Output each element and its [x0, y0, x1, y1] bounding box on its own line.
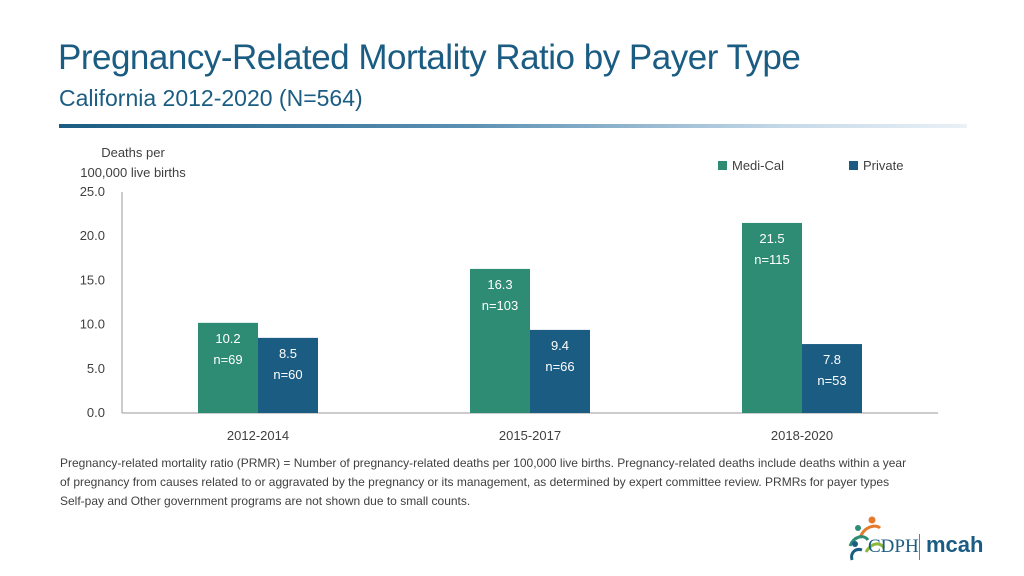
bar-medi-cal-2018-2020 — [742, 222, 802, 413]
x-tick-label: 2012-2014 — [227, 428, 289, 443]
logo-cdph-text: CDPH — [868, 536, 919, 557]
y-tick-label: 5.0 — [87, 361, 105, 376]
x-tick-label: 2015-2017 — [499, 428, 561, 443]
bar-private-2018-2020 — [802, 344, 862, 413]
data-label-count: n=66 — [545, 359, 574, 374]
data-label-value: 7.8 — [823, 352, 841, 367]
y-tick-label: 25.0 — [80, 184, 105, 199]
legend-swatch-1 — [849, 161, 858, 170]
y-axis-title-line-0: Deaths per — [101, 145, 165, 160]
data-label-count: n=60 — [273, 367, 302, 382]
page-subtitle: California 2012-2020 (N=564) — [59, 85, 363, 111]
data-label-value: 16.3 — [487, 277, 512, 292]
legend-label-1: Private — [863, 158, 903, 173]
cdph-mcah-logo: CDPH mcah — [846, 512, 986, 562]
title-divider — [59, 124, 967, 128]
data-label-value: 9.4 — [551, 338, 569, 353]
data-label-value: 21.5 — [759, 231, 784, 246]
data-label-value: 10.2 — [215, 331, 240, 346]
family-figures-icon — [848, 516, 886, 561]
bar-private-2015-2017 — [530, 329, 590, 413]
logo-mcah-text: mcah — [926, 532, 984, 557]
y-axis-title-line-1: 100,000 live births — [80, 165, 186, 180]
y-tick-label: 20.0 — [80, 228, 105, 243]
footnote: Pregnancy-related mortality ratio (PRMR)… — [60, 456, 907, 508]
data-label-count: n=103 — [482, 298, 519, 313]
data-label-value: 8.5 — [279, 346, 297, 361]
bar-private-2012-2014 — [258, 337, 318, 413]
y-tick-label: 15.0 — [80, 272, 105, 287]
legend-label-0: Medi-Cal — [732, 158, 784, 173]
data-label-count: n=53 — [817, 373, 846, 388]
data-label-count: n=115 — [754, 252, 790, 267]
x-tick-label: 2018-2020 — [771, 428, 833, 443]
page-title: Pregnancy-Related Mortality Ratio by Pay… — [58, 38, 801, 77]
data-label-count: n=69 — [213, 352, 242, 367]
bar-medi-cal-2015-2017 — [470, 268, 530, 413]
bar-chart: Deaths per 100,000 live births 0.0 5.0 10.0 1… — [80, 145, 938, 443]
y-tick-label: 0.0 — [87, 405, 105, 420]
bar-medi-cal-2012-2014 — [198, 322, 258, 413]
y-tick-label: 10.0 — [80, 317, 105, 332]
logo-separator — [919, 534, 920, 560]
legend-swatch-0 — [718, 161, 727, 170]
